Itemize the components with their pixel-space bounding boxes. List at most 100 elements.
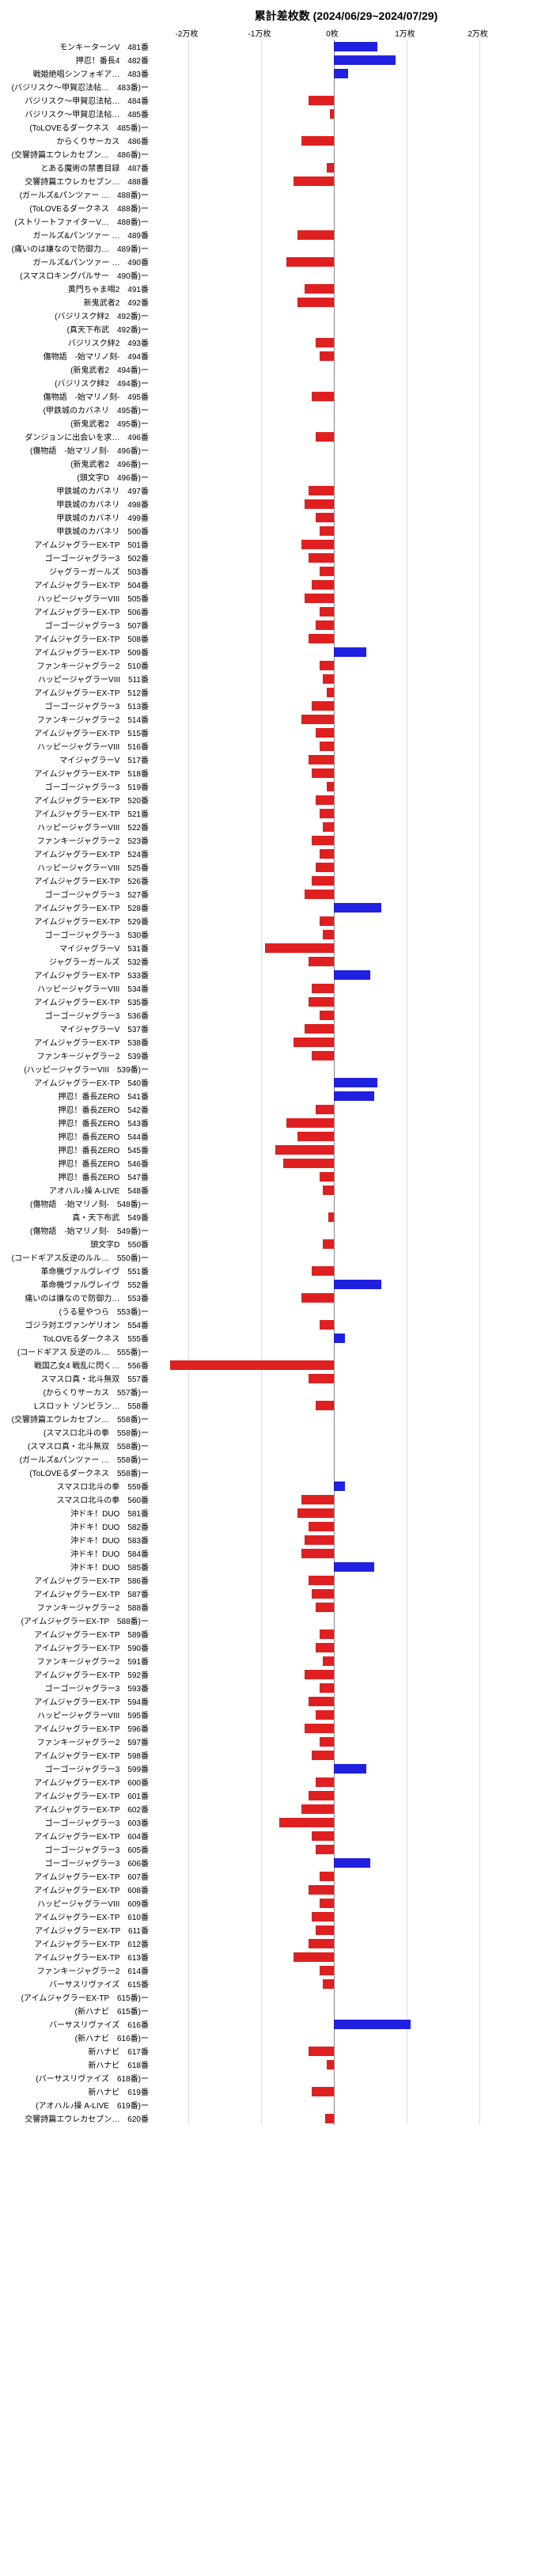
bar — [309, 1576, 334, 1585]
bar-zone — [152, 1143, 516, 1156]
data-row: 革命機ヴァルヴレイヴ 552番 — [8, 1277, 534, 1291]
data-row: ゴジラ対エヴァンゲリオン 554番 — [8, 1318, 534, 1331]
row-label: (新鬼武者2 495番)ー — [8, 417, 152, 429]
row-label: アイムジャグラーEX-TP 613番 — [8, 1951, 152, 1963]
row-label: ゴーゴージャグラー3 606番 — [8, 1857, 152, 1868]
data-row: (ToLOVEるダークネス 488番)ー — [8, 201, 534, 214]
bar — [320, 1899, 334, 1908]
bar-zone — [152, 618, 516, 632]
bar-zone — [152, 268, 516, 282]
data-row: アイムジャグラーEX-TP 600番 — [8, 1775, 534, 1789]
data-row: 押忍！番長ZERO 544番 — [8, 1129, 534, 1143]
row-label: (ToLOVEるダークネス 485番)ー — [8, 121, 152, 133]
bar — [279, 1818, 334, 1827]
row-label: 沖ドキ！DUO 585番 — [8, 1561, 152, 1573]
bar — [305, 594, 334, 603]
row-label: ゴジラ対エヴァンゲリオン 554番 — [8, 1318, 152, 1330]
bar-zone — [152, 322, 516, 336]
row-label: ToLOVEるダークネス 555番 — [8, 1332, 152, 1344]
bar-zone — [152, 780, 516, 793]
bar-zone — [152, 901, 516, 914]
row-label: ファンキージャグラー2 523番 — [8, 834, 152, 846]
bar — [316, 1401, 334, 1410]
bar-zone — [152, 1587, 516, 1600]
row-label: ガールズ&パンツァー … 490番 — [8, 256, 152, 267]
row-label: アイムジャグラーEX-TP 610番 — [8, 1910, 152, 1922]
bar — [312, 392, 334, 401]
bar — [294, 176, 334, 186]
bar — [301, 1293, 334, 1303]
bar — [301, 1804, 334, 1814]
bar — [320, 1629, 334, 1639]
bar — [309, 634, 334, 643]
row-label: 黄門ちゃま喝2 491番 — [8, 283, 152, 294]
data-row: スマスロ北斗の拳 559番 — [8, 1479, 534, 1493]
bar — [297, 230, 334, 240]
bar-zone — [152, 1358, 516, 1371]
data-row: マイジャグラーV 531番 — [8, 941, 534, 954]
bar-zone — [152, 712, 516, 726]
bar — [320, 1320, 334, 1330]
bar-zone — [152, 53, 516, 66]
bar-zone — [152, 1708, 516, 1721]
data-row: アイムジャグラーEX-TP 613番 — [8, 1950, 534, 1963]
bar — [320, 607, 334, 616]
bar-zone — [152, 1842, 516, 1856]
data-row: (コードギアス 反逆のル… 555番)ー — [8, 1345, 534, 1358]
row-label: 新ハナビ 619番 — [8, 2085, 152, 2097]
data-row: アイムジャグラーEX-TP 533番 — [8, 968, 534, 981]
data-row: アイムジャグラーEX-TP 611番 — [8, 1923, 534, 1937]
bar-zone — [152, 914, 516, 928]
bar-zone — [152, 1789, 516, 1802]
bar — [305, 1024, 334, 1034]
data-row: (傷物語 ‐始マリノ刻‐ 548番)ー — [8, 1197, 534, 1210]
bar-zone — [152, 766, 516, 780]
row-label: 傷物語 ‐始マリノ刻‐ 495番 — [8, 390, 152, 402]
data-row: ゴーゴージャグラー3 507番 — [8, 618, 534, 632]
bar — [309, 1939, 334, 1948]
bar-zone — [152, 484, 516, 497]
bar — [316, 1603, 334, 1612]
data-row: ファンキージャグラー2 539番 — [8, 1049, 534, 1062]
row-label: ゴーゴージャグラー3 513番 — [8, 700, 152, 711]
row-label: 甲鉄城のカバネリ 500番 — [8, 525, 152, 537]
bar-zone — [152, 93, 516, 107]
row-label: バジリスク～甲賀忍法帖… 484番 — [8, 94, 152, 106]
bar-zone — [152, 753, 516, 766]
data-row: アイムジャグラーEX-TP 607番 — [8, 1869, 534, 1883]
row-label: (交響詩篇エウレカセブン… 558番)ー — [8, 1413, 152, 1425]
bar-zone — [152, 1318, 516, 1331]
data-row: ガールズ&パンツァー … 490番 — [8, 255, 534, 268]
bar — [301, 1549, 334, 1558]
data-row: アイムジャグラーEX-TP 602番 — [8, 1802, 534, 1815]
data-row: 甲鉄城のカバネリ 497番 — [8, 484, 534, 497]
bar — [320, 1011, 334, 1020]
bar — [323, 1186, 334, 1195]
bar-zone — [152, 1869, 516, 1883]
data-row: (傷物語 ‐始マリノ刻‐ 549番)ー — [8, 1224, 534, 1237]
data-row: ゴーゴージャグラー3 606番 — [8, 1856, 534, 1869]
bar-zone — [152, 2071, 516, 2085]
bar-zone — [152, 1264, 516, 1277]
bar-zone — [152, 2098, 516, 2111]
row-label: アイムジャグラーEX-TP 601番 — [8, 1789, 152, 1801]
data-row: (頭文字D 496番)ー — [8, 470, 534, 484]
bar-zone — [152, 255, 516, 268]
bar-zone — [152, 309, 516, 322]
row-label: アイムジャグラーEX-TP 607番 — [8, 1870, 152, 1882]
bar — [294, 1952, 334, 1962]
row-label: (ToLOVEるダークネス 558番)ー — [8, 1466, 152, 1478]
bar — [312, 768, 334, 778]
bar — [305, 1724, 334, 1733]
bar-zone — [152, 1883, 516, 1896]
data-row: アイムジャグラーEX-TP 520番 — [8, 793, 534, 806]
bar-zone — [152, 1170, 516, 1183]
row-label: アイムジャグラーEX-TP 529番 — [8, 915, 152, 927]
row-label: ハッピージャグラーVIII 525番 — [8, 861, 152, 873]
bar-zone — [152, 1452, 516, 1466]
data-row: 沖ドキ！DUO 584番 — [8, 1546, 534, 1560]
row-label: アイムジャグラーEX-TP 602番 — [8, 1803, 152, 1815]
bar — [320, 849, 334, 859]
bar — [275, 1145, 334, 1155]
row-label: 沖ドキ！DUO 583番 — [8, 1534, 152, 1546]
